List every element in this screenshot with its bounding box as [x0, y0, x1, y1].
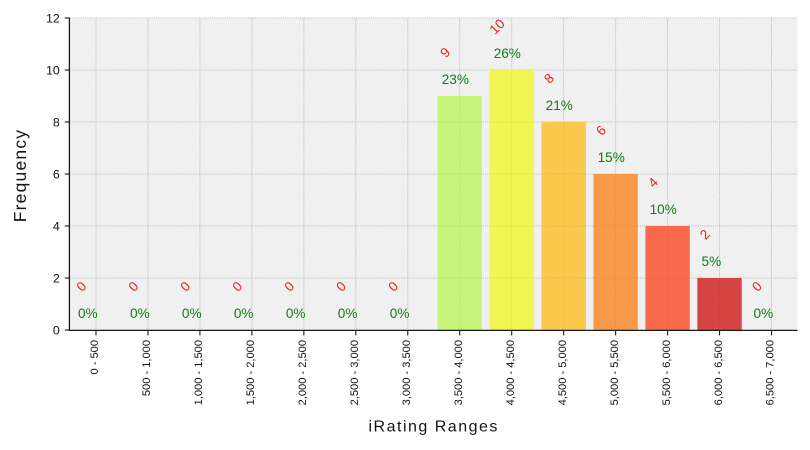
svg-text:5,000 - 5,500: 5,000 - 5,500: [609, 340, 621, 405]
svg-text:0%: 0%: [182, 306, 202, 321]
svg-text:0%: 0%: [286, 306, 306, 321]
svg-text:5%: 5%: [702, 254, 722, 269]
svg-text:Frequency: Frequency: [10, 129, 30, 222]
svg-text:1,000 - 1,500: 1,000 - 1,500: [193, 340, 205, 405]
svg-text:iRating Ranges: iRating Ranges: [368, 418, 498, 435]
svg-text:0%: 0%: [78, 306, 98, 321]
svg-text:0: 0: [53, 324, 60, 338]
svg-text:15%: 15%: [598, 150, 625, 165]
svg-text:1,500 - 2,000: 1,500 - 2,000: [245, 340, 257, 405]
svg-text:10%: 10%: [650, 202, 677, 217]
svg-text:6: 6: [53, 168, 60, 182]
svg-text:10: 10: [46, 64, 60, 78]
svg-text:0%: 0%: [390, 306, 410, 321]
svg-text:500 - 1,000: 500 - 1,000: [141, 340, 153, 396]
svg-text:4,000 - 4,500: 4,000 - 4,500: [505, 340, 517, 405]
svg-text:2,500 - 3,000: 2,500 - 3,000: [349, 340, 361, 405]
svg-text:0 - 500: 0 - 500: [89, 340, 101, 375]
svg-text:5,500 - 6,000: 5,500 - 6,000: [661, 340, 673, 405]
svg-text:6,000 - 6,500: 6,000 - 6,500: [713, 340, 725, 405]
svg-text:2: 2: [53, 272, 60, 286]
svg-text:8: 8: [53, 116, 60, 130]
svg-text:0%: 0%: [130, 306, 150, 321]
svg-text:26%: 26%: [494, 46, 521, 61]
svg-text:3,000 - 3,500: 3,000 - 3,500: [401, 340, 413, 405]
svg-text:10: 10: [487, 16, 508, 37]
svg-text:12: 12: [46, 12, 60, 26]
svg-text:3,500 - 4,000: 3,500 - 4,000: [453, 340, 465, 405]
svg-text:6,500 - 7,000: 6,500 - 7,000: [765, 340, 777, 405]
svg-text:21%: 21%: [546, 98, 573, 113]
svg-text:0%: 0%: [754, 306, 774, 321]
svg-text:2,000 - 2,500: 2,000 - 2,500: [297, 340, 309, 405]
svg-text:23%: 23%: [442, 72, 469, 87]
svg-text:4,500 - 5,000: 4,500 - 5,000: [557, 340, 569, 405]
svg-text:0%: 0%: [234, 306, 254, 321]
svg-text:0%: 0%: [338, 306, 358, 321]
svg-text:4: 4: [53, 220, 60, 234]
